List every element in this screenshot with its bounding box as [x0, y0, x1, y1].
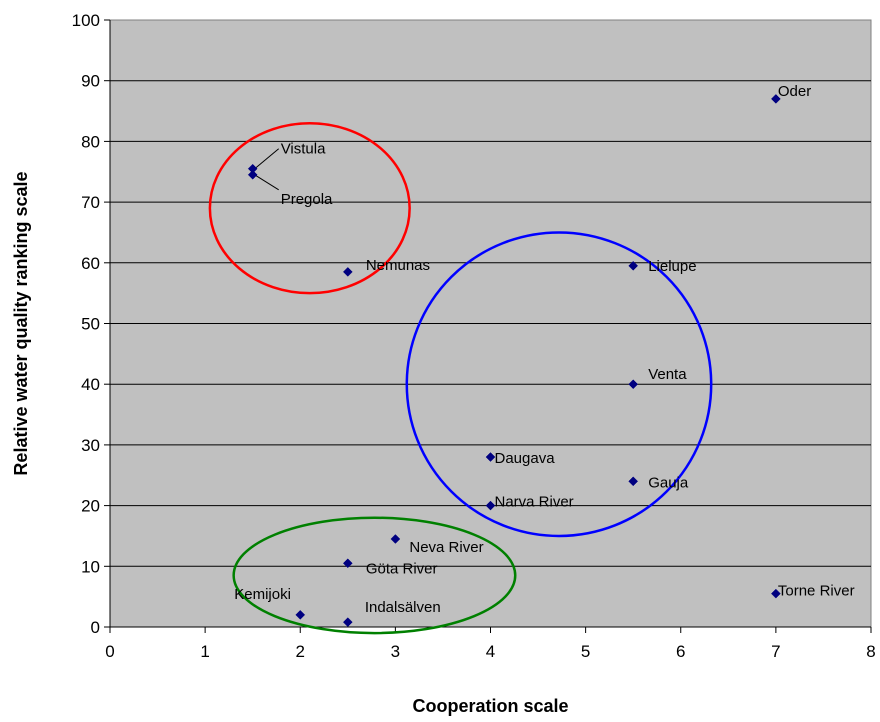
data-point-daugava — [485, 452, 496, 462]
x-tick-label-0: 0 — [105, 642, 114, 661]
point-label-gota-river: Göta River — [366, 560, 438, 577]
data-point-neva-river — [390, 534, 401, 544]
point-label-indalsalven: Indalsälven — [365, 599, 441, 616]
y-tick-label-60: 60 — [81, 254, 100, 273]
data-point-lielupe — [628, 260, 639, 271]
data-point-pregola — [247, 169, 258, 180]
x-tick-label-4: 4 — [486, 642, 495, 661]
data-point-torne-river — [771, 588, 781, 599]
x-tick-label-5: 5 — [581, 642, 590, 661]
data-point-oder — [771, 94, 781, 104]
point-label-gauja: Gauja — [648, 474, 689, 491]
point-label-nemunas: Nemunas — [366, 257, 430, 274]
y-axis-title: Relative water quality ranking scale — [11, 171, 31, 475]
x-tick-label-3: 3 — [391, 642, 400, 661]
point-label-oder: Oder — [778, 83, 811, 100]
x-tick-label-2: 2 — [296, 642, 305, 661]
point-label-pregola: Pregola — [281, 191, 333, 208]
x-axis-title: Cooperation scale — [412, 696, 568, 716]
leader-line-vistula — [254, 148, 280, 170]
y-tick-label-70: 70 — [81, 193, 100, 212]
y-tick-label-30: 30 — [81, 436, 100, 455]
data-point-kemijoki — [295, 610, 306, 620]
y-tick-label-20: 20 — [81, 497, 100, 516]
point-label-torne-river: Torne River — [778, 583, 855, 600]
data-point-gauja — [628, 476, 639, 487]
y-tick-label-40: 40 — [81, 375, 100, 394]
highlight-ellipse-3 — [232, 516, 517, 635]
y-tick-label-10: 10 — [81, 557, 100, 576]
data-point-indalsalven — [342, 617, 353, 627]
point-label-vistula: Vistula — [281, 141, 326, 158]
y-tick-label-80: 80 — [81, 132, 100, 151]
y-tick-label-90: 90 — [81, 72, 100, 91]
x-tick-label-7: 7 — [771, 642, 780, 661]
data-point-venta — [628, 379, 639, 390]
data-point-nemunas — [342, 267, 353, 277]
highlight-ellipse-2 — [405, 231, 713, 538]
y-tick-label-0: 0 — [91, 618, 100, 637]
x-tick-label-6: 6 — [676, 642, 685, 661]
y-tick-label-100: 100 — [72, 11, 100, 30]
x-tick-label-8: 8 — [866, 642, 875, 661]
point-label-neva-river: Neva River — [409, 539, 483, 556]
data-point-gota-river — [342, 558, 353, 569]
point-label-narva-river: Narva River — [495, 494, 574, 511]
x-tick-label-1: 1 — [200, 642, 209, 661]
point-label-daugava: Daugava — [495, 450, 556, 467]
data-point-narva-river — [485, 500, 496, 511]
highlight-ellipse-1 — [208, 121, 411, 295]
leader-line-pregola — [254, 174, 279, 191]
y-tick-label-50: 50 — [81, 315, 100, 334]
point-label-venta: Venta — [648, 366, 687, 383]
point-label-kemijoki: Kemijoki — [234, 586, 291, 603]
point-label-lielupe: Lielupe — [648, 258, 696, 275]
